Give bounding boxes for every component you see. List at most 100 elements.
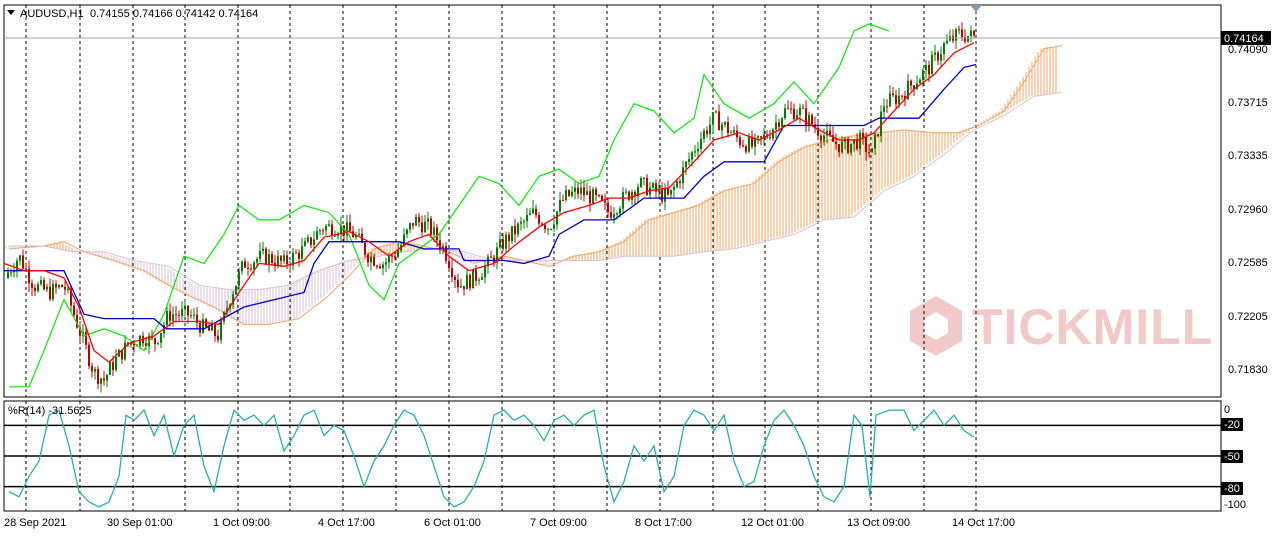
candle-body [166, 311, 168, 325]
candle-body [502, 239, 504, 249]
candle-body [277, 256, 279, 267]
wpr-line [8, 408, 975, 508]
candle-body [973, 30, 975, 36]
candle-body [790, 108, 792, 110]
candle-body [475, 269, 477, 281]
candle-body [928, 64, 930, 75]
candle-body [595, 189, 597, 196]
candle-body [616, 213, 618, 215]
candle-body [589, 191, 591, 204]
candle-body [535, 208, 537, 216]
candle-body [505, 234, 507, 249]
candle-body [340, 225, 342, 235]
candle-body [799, 107, 801, 116]
candle-body [880, 111, 882, 137]
wpr-level-badge [1221, 418, 1243, 431]
candle-body [877, 134, 879, 137]
candle-body [358, 233, 360, 236]
candle-body [808, 115, 810, 125]
candle-body [748, 136, 750, 152]
candle-body [841, 141, 843, 153]
candle-body [403, 234, 405, 246]
candle-body [886, 106, 888, 108]
candle-body [961, 29, 963, 37]
wpr-tick: -100 [1224, 499, 1246, 511]
candle-body [259, 250, 261, 259]
candle-body [796, 115, 798, 120]
candle-body [802, 107, 804, 109]
candle-body [490, 256, 492, 258]
candle-body [328, 224, 330, 226]
candle-body [862, 132, 864, 138]
candle-body [955, 29, 957, 41]
candle-body [892, 93, 894, 96]
candle-body [487, 256, 489, 267]
candle-body [64, 287, 66, 290]
candle-body [613, 214, 615, 218]
candle-body [931, 54, 933, 75]
candle-body [355, 235, 357, 238]
candle-body [901, 95, 903, 97]
candle-body [424, 221, 426, 233]
candle-body [532, 208, 534, 214]
candle-body [214, 324, 216, 337]
candle-body [451, 268, 453, 277]
candle-body [274, 262, 276, 267]
time-label: 6 Oct 01:00 [424, 517, 481, 529]
candle-body [829, 130, 831, 136]
candle-body [460, 286, 462, 288]
candle-body [313, 239, 315, 245]
candle-body [67, 288, 69, 290]
candle-body [436, 227, 438, 241]
candle-body [520, 221, 522, 224]
wpr-indicator [4, 408, 1221, 508]
candle-body [94, 368, 96, 372]
candle-body [643, 177, 645, 179]
candle-body [838, 144, 840, 153]
ohlc-values: 0.74155 0.74166 0.74142 0.74164 [90, 8, 258, 20]
candle-body [484, 266, 486, 278]
candle-body [421, 222, 423, 233]
candle-body [244, 261, 246, 268]
candle-body [661, 188, 663, 202]
candle-body [34, 287, 36, 292]
candle-body [454, 276, 456, 280]
candle-body [106, 374, 108, 381]
indicator-label: %R(14) -31.5625 [8, 405, 92, 417]
candle-body [322, 230, 324, 232]
candle-body [235, 285, 237, 295]
candle-body [523, 221, 525, 223]
candle-body [724, 122, 726, 125]
candle-body [745, 146, 747, 152]
shift-marker-icon[interactable] [970, 5, 982, 12]
candle-body [346, 222, 348, 236]
candle-body [859, 132, 861, 149]
candle-body [856, 139, 858, 149]
candle-body [97, 368, 99, 384]
candle-body [295, 252, 297, 254]
candle-body [907, 80, 909, 100]
candle-body [778, 122, 780, 127]
price-tick: 0.73715 [1228, 97, 1268, 109]
candle-body [559, 199, 561, 212]
wpr-level-badge [1221, 450, 1243, 463]
candle-body [547, 228, 549, 230]
candle-body [823, 135, 825, 141]
wpr-axis: 0 -20 -50 -80 -100 [1221, 404, 1246, 511]
candle-body [577, 187, 579, 194]
candle-body [787, 108, 789, 110]
candle-body [934, 52, 936, 55]
candle-body [226, 308, 228, 313]
symbol-dropdown-icon[interactable] [7, 10, 15, 15]
candle-body [265, 248, 267, 265]
candle-body [415, 216, 417, 226]
candle-body [655, 183, 657, 192]
candle-body [181, 309, 183, 316]
symbol-label[interactable]: AUDUSD,H1 [20, 8, 84, 20]
candle-body [241, 261, 243, 272]
candle-body [865, 137, 867, 153]
candle-body [529, 213, 531, 216]
candle-body [970, 30, 972, 37]
wpr-tick: -80 [1224, 483, 1240, 495]
price-tick: 0.74090 [1228, 44, 1268, 56]
